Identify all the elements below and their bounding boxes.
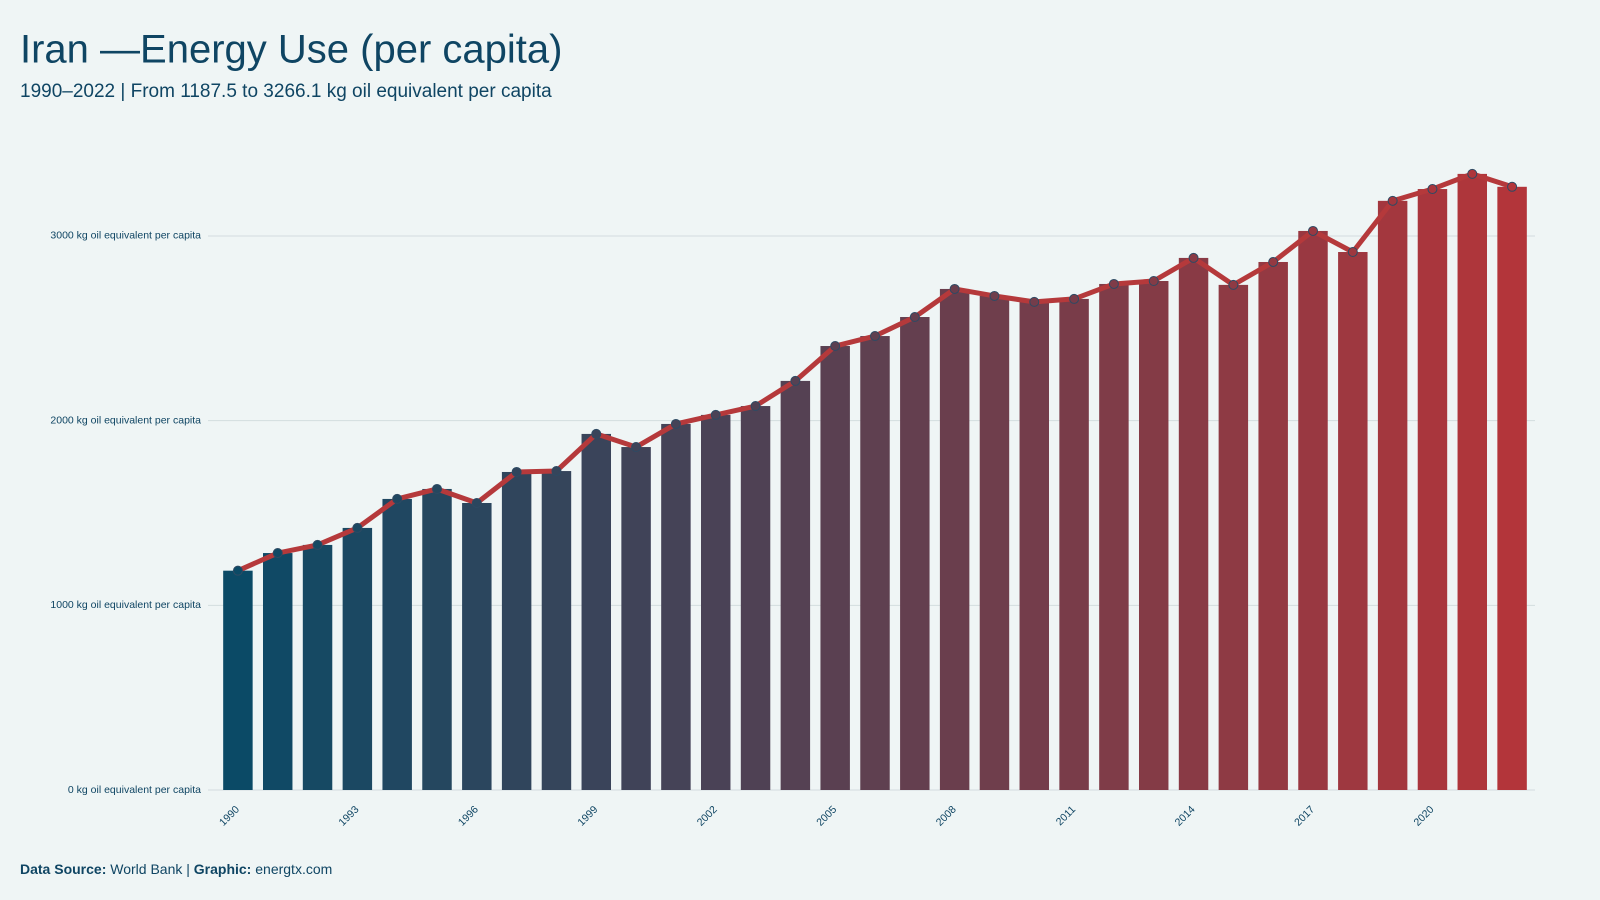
point bbox=[1467, 168, 1478, 179]
bar bbox=[1377, 200, 1408, 791]
point bbox=[989, 290, 1000, 301]
point bbox=[790, 375, 801, 386]
y-tick-label: 1000 kg oil equivalent per capita bbox=[50, 599, 201, 611]
point bbox=[432, 483, 442, 494]
point bbox=[471, 497, 482, 508]
bar bbox=[1099, 283, 1129, 790]
chart-title: Iran —Energy Use (per capita) bbox=[20, 28, 562, 72]
bar bbox=[1497, 186, 1527, 791]
chart-subtitle: 1990–2022 | From 1187.5 to 3266.1 kg oil… bbox=[20, 81, 552, 102]
bar bbox=[1019, 301, 1050, 790]
point bbox=[1427, 184, 1438, 195]
point bbox=[1347, 247, 1358, 258]
separator: | bbox=[186, 861, 190, 877]
point bbox=[511, 466, 522, 477]
source-label: Data Source: bbox=[20, 861, 106, 877]
x-tick-label: 2011 bbox=[1054, 803, 1079, 828]
point bbox=[551, 466, 562, 477]
point bbox=[232, 565, 243, 576]
bar bbox=[462, 502, 492, 790]
bar bbox=[342, 527, 373, 790]
y-tick-label: 3000 kg oil equivalent per capita bbox=[50, 230, 201, 242]
graphic-label: Graphic: bbox=[194, 861, 252, 877]
bar bbox=[1298, 230, 1328, 790]
point bbox=[710, 409, 721, 420]
bar bbox=[780, 380, 811, 790]
bar bbox=[1338, 252, 1368, 791]
bar bbox=[979, 295, 1010, 790]
bar bbox=[1138, 281, 1169, 790]
bar bbox=[223, 570, 253, 790]
point bbox=[670, 418, 681, 429]
graphic: energtx.com bbox=[255, 861, 332, 877]
x-tick-label: 2017 bbox=[1292, 803, 1317, 828]
x-tick-label: 2002 bbox=[695, 803, 720, 828]
point bbox=[352, 522, 363, 533]
bar bbox=[860, 336, 890, 790]
x-tick-label: 1993 bbox=[336, 803, 361, 828]
bar bbox=[262, 553, 293, 790]
bar bbox=[1218, 284, 1249, 790]
bar bbox=[1258, 261, 1288, 791]
point bbox=[272, 548, 283, 559]
point bbox=[312, 539, 323, 550]
point bbox=[591, 428, 602, 439]
bar bbox=[820, 346, 850, 790]
point bbox=[750, 401, 761, 412]
bar bbox=[1417, 189, 1448, 790]
point bbox=[392, 493, 403, 504]
point bbox=[1069, 293, 1080, 304]
bar bbox=[422, 488, 452, 790]
bar bbox=[501, 471, 532, 790]
bar bbox=[700, 414, 731, 790]
x-tick-label: 1999 bbox=[575, 803, 600, 828]
point bbox=[1148, 276, 1159, 287]
point bbox=[909, 312, 920, 323]
bar bbox=[621, 447, 651, 790]
bar bbox=[661, 423, 691, 790]
x-tick-label: 2014 bbox=[1173, 803, 1198, 828]
bar bbox=[382, 498, 412, 790]
point bbox=[1308, 225, 1318, 236]
y-tick-label: 0 kg oil equivalent per capita bbox=[68, 784, 201, 796]
y-tick-label: 2000 kg oil equivalent per capita bbox=[50, 414, 201, 426]
point bbox=[870, 331, 880, 342]
point bbox=[1507, 181, 1518, 192]
point bbox=[631, 442, 642, 453]
bar bbox=[939, 288, 970, 790]
point bbox=[1228, 279, 1239, 290]
bar bbox=[1178, 257, 1209, 790]
bar bbox=[541, 471, 572, 790]
footer: Data Source: World Bank | Graphic: energ… bbox=[20, 861, 332, 877]
x-tick-label: 2008 bbox=[934, 803, 959, 828]
source: World Bank bbox=[110, 861, 183, 877]
bar bbox=[581, 433, 612, 790]
bar bbox=[302, 544, 333, 790]
bar bbox=[900, 317, 930, 790]
point bbox=[1029, 296, 1040, 307]
point bbox=[1268, 256, 1279, 267]
point bbox=[1108, 278, 1119, 289]
x-tick-label: 1996 bbox=[456, 803, 481, 828]
point bbox=[1188, 252, 1199, 263]
x-tick-label: 2020 bbox=[1412, 803, 1437, 828]
x-tick-label: 1990 bbox=[217, 803, 242, 828]
bar bbox=[740, 406, 771, 790]
point bbox=[830, 341, 841, 352]
point bbox=[949, 283, 960, 294]
bar bbox=[1059, 298, 1089, 790]
bar bbox=[1457, 173, 1488, 791]
point bbox=[1387, 195, 1398, 206]
x-tick-label: 2005 bbox=[814, 803, 839, 828]
